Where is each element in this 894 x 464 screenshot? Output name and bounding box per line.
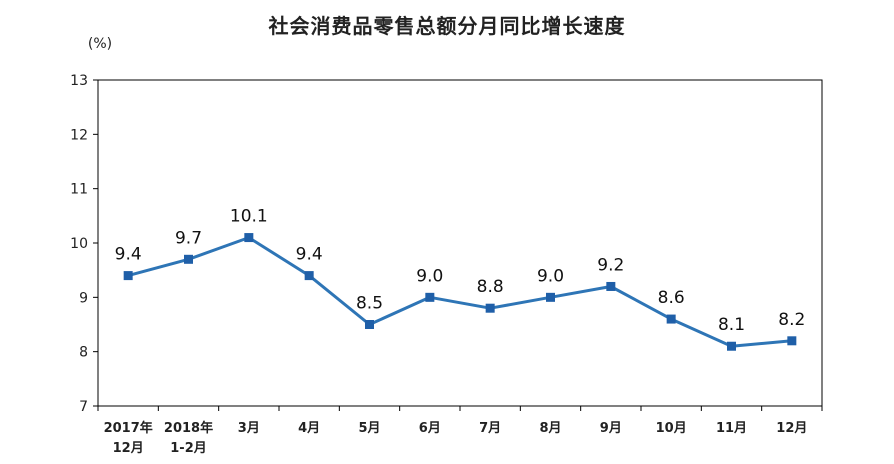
- x-tick-label: 2018年 1-2月: [164, 420, 213, 456]
- y-tick-label: 10: [70, 236, 88, 252]
- data-point-marker: [666, 314, 676, 324]
- x-tick-label: 4月: [298, 421, 320, 436]
- data-markers: [123, 233, 797, 351]
- data-label: 8.1: [718, 315, 745, 335]
- y-tick-label: 13: [70, 73, 88, 89]
- data-point-marker: [244, 233, 254, 243]
- data-label: 9.0: [416, 266, 443, 286]
- y-axis-ticks: 7 8 9 10 11 12 13: [70, 73, 98, 415]
- y-tick-label: 7: [79, 399, 88, 415]
- x-tick-label: 8月: [539, 421, 561, 436]
- data-point-marker: [365, 320, 374, 329]
- data-point-marker: [787, 336, 797, 346]
- y-axis-unit-label: (%): [88, 36, 112, 52]
- data-label: 9.2: [597, 255, 624, 275]
- plot-area-frame: [97, 79, 823, 407]
- data-point-marker: [606, 281, 616, 291]
- x-axis-ticks: 2017年 12月 2018年 1-2月 3月 4月 5月 6月 7月 8月 9月 10月 11月 12月: [97, 406, 823, 456]
- data-label: 9.0: [537, 266, 564, 286]
- x-tick-label: 7月: [479, 421, 501, 436]
- series-line: [127, 236, 792, 348]
- x-tick-label: 10月: [656, 421, 687, 436]
- x-tick-label: 11月: [716, 421, 747, 436]
- data-label: 8.2: [778, 310, 805, 330]
- data-point-marker: [546, 292, 555, 302]
- data-point-marker: [123, 271, 133, 281]
- data-label: 9.4: [115, 245, 142, 265]
- y-tick-label: 11: [70, 182, 88, 198]
- data-point-marker: [425, 292, 435, 302]
- y-tick-label: 12: [70, 127, 88, 143]
- data-label: 10.1: [230, 207, 268, 227]
- data-point-marker: [184, 254, 193, 264]
- data-label: 8.6: [658, 288, 685, 308]
- x-tick-label: 12月: [776, 421, 807, 436]
- data-point-marker: [304, 271, 314, 281]
- data-labels: 9.4 9.7 10.1 9.4 8.5 9.0 8.8 9.0 9.2 8.6 8.1 8.2: [115, 207, 806, 336]
- data-label: 8.8: [477, 277, 504, 297]
- x-tick-label: 6月: [419, 421, 441, 436]
- chart-title: 社会消费品零售总额分月同比增长速度: [268, 14, 626, 38]
- data-label: 9.4: [296, 245, 323, 265]
- x-tick-label: 3月: [238, 421, 260, 436]
- x-tick-label: 5月: [358, 421, 380, 436]
- data-point-marker: [485, 303, 495, 313]
- data-label: 8.5: [356, 294, 383, 314]
- y-tick-label: 9: [79, 290, 88, 306]
- x-tick-label: 9月: [600, 421, 622, 436]
- y-tick-label: 8: [79, 345, 88, 361]
- data-point-marker: [727, 341, 736, 351]
- x-tick-label: 2017年 12月: [104, 420, 153, 456]
- data-label: 9.7: [175, 228, 202, 248]
